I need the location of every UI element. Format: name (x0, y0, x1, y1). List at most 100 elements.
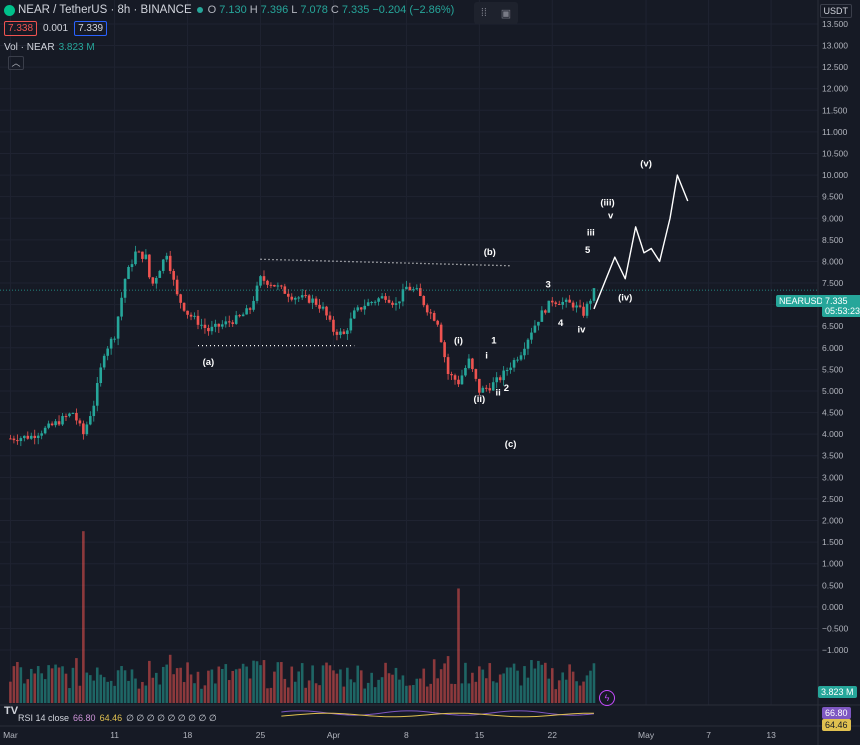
candle-body (537, 321, 540, 326)
volume-bar (502, 673, 505, 703)
candle-body (234, 315, 238, 324)
volume-bar (106, 681, 109, 703)
countdown-value: 05:53:23 (825, 306, 860, 316)
candle-body (293, 297, 297, 300)
sell-button[interactable]: 7.338 (4, 21, 38, 36)
candle-body (214, 323, 217, 327)
volume-bar (488, 663, 492, 703)
wave-label: (v) (640, 158, 652, 169)
collapse-icon[interactable]: ︿ (8, 56, 24, 70)
candle-body (196, 315, 200, 325)
candle-body (54, 421, 57, 426)
volume-bar (43, 679, 47, 703)
candle-body (210, 326, 214, 332)
volume-bar (68, 688, 71, 703)
symbol-title[interactable]: NEAR / TetherUS · 8h · BINANCE (18, 4, 192, 16)
volume-bar (12, 666, 16, 703)
price-axis-label: 4.500 (822, 408, 844, 418)
candle-body (373, 301, 377, 303)
candle-body (484, 387, 488, 389)
time-axis-label: 8 (404, 730, 409, 740)
top-toolbar: ⁞⁞ ▣ (474, 2, 518, 24)
volume-bar (412, 684, 415, 703)
candle-body (165, 255, 169, 260)
candle-body (498, 377, 502, 381)
candle-body (429, 312, 433, 314)
volume-bar (217, 666, 221, 703)
rsi-legend: RSI 14 close 66.80 64.46 ∅ ∅ ∅ ∅ ∅ ∅ ∅ ∅… (4, 713, 217, 724)
volume-bar (148, 660, 151, 703)
candle-body (509, 367, 512, 371)
wave-label: i (485, 351, 488, 362)
price-axis-label: 9.000 (822, 213, 844, 223)
time-axis-label: 7 (706, 730, 711, 740)
drag-handle-icon[interactable]: ⁞⁞ (480, 7, 487, 19)
candle-body (245, 308, 248, 315)
lightning-icon[interactable]: ϟ (599, 690, 615, 706)
volume-bar (33, 673, 37, 703)
wave-label: 4 (558, 318, 564, 329)
volume-bar (179, 667, 182, 703)
volume-bar (304, 687, 307, 703)
price-axis-label: 8.500 (822, 235, 844, 245)
candle-body (68, 413, 71, 417)
volume-bar (116, 670, 120, 703)
candle-body (578, 305, 582, 307)
price-axis-label: 6.000 (822, 343, 844, 353)
volume-bar (151, 677, 155, 703)
buy-button[interactable]: 7.339 (74, 21, 108, 36)
candle-body (120, 297, 123, 317)
volume-bar (356, 665, 360, 703)
price-axis-label: 1.000 (822, 559, 844, 569)
volume-bar (127, 680, 130, 703)
candle-body (356, 307, 360, 311)
wave-label: (a) (203, 357, 215, 368)
candle-body (127, 266, 130, 279)
candle-body (547, 300, 551, 313)
candle-body (151, 277, 155, 284)
candle-body (290, 296, 294, 300)
candle-body (405, 286, 408, 290)
volume-bar (189, 674, 193, 703)
candle-body (155, 277, 158, 284)
candle-body (377, 298, 380, 302)
candle-body (9, 438, 12, 440)
time-axis-label: 25 (256, 730, 266, 740)
volume-bar (99, 674, 103, 703)
volume-bar (474, 681, 478, 703)
candle-body (231, 322, 235, 324)
volume-legend: Vol · NEAR 3.823 M (4, 42, 95, 53)
candle-body (144, 254, 148, 259)
wave-label: 1 (491, 335, 497, 346)
currency-selector[interactable]: USDT (819, 4, 852, 18)
volume-bar (113, 685, 116, 703)
wave-label: iii (587, 228, 595, 239)
wave-label: ii (495, 387, 500, 398)
wave-label: (ii) (474, 394, 486, 405)
candle-body (439, 324, 443, 343)
candle-body (495, 377, 499, 383)
volume-bar (387, 673, 391, 703)
candle-body (43, 427, 47, 434)
price-axis-label: 4.000 (822, 429, 844, 439)
volume-bar (547, 678, 551, 703)
image-icon[interactable]: ▣ (500, 7, 512, 20)
volume-bar (168, 654, 172, 703)
volume-bar (9, 681, 12, 703)
candle-body (224, 321, 228, 325)
volume-bar (519, 685, 523, 703)
volume-bar (210, 669, 214, 703)
price-axis-label: 10.000 (822, 170, 848, 180)
volume-bar (300, 663, 304, 703)
volume-bar (398, 679, 401, 703)
price-axis-label: 11.500 (822, 105, 848, 115)
volume-bar (568, 664, 571, 703)
low-value: 7.078 (300, 4, 328, 16)
candle-body (262, 276, 266, 281)
price-axis-label: 7.500 (822, 278, 844, 288)
candle-body (502, 370, 505, 381)
candle-body (363, 305, 367, 310)
candle-body (346, 330, 349, 334)
